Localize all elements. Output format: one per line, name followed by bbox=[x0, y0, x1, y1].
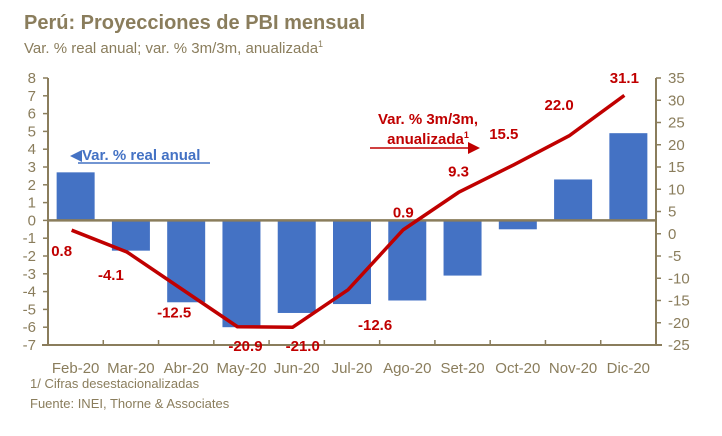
line-data-label: 31.1 bbox=[610, 70, 639, 87]
line-series-3m3m bbox=[70, 93, 626, 329]
right-tick-label: -5 bbox=[668, 248, 681, 265]
right-tick-label: 5 bbox=[668, 204, 676, 221]
x-tick-label: Dic-20 bbox=[607, 360, 650, 377]
bar-ago-20 bbox=[388, 220, 427, 301]
left-tick-label: -6 bbox=[23, 319, 36, 336]
right-tick-label: 35 bbox=[668, 70, 685, 87]
left-tick-label: 4 bbox=[28, 141, 36, 158]
footnote: 1/ Cifras desestacionalizadas bbox=[30, 376, 200, 391]
x-tick-label: Ago-20 bbox=[383, 360, 431, 377]
x-tick-label: Oct-20 bbox=[495, 360, 540, 377]
source-note: Fuente: INEI, Thorne & Associates bbox=[30, 396, 230, 411]
left-tick-label: 3 bbox=[28, 159, 36, 176]
left-tick-label: -2 bbox=[23, 248, 36, 265]
line-data-label: -12.6 bbox=[358, 317, 392, 334]
bar-nov-20 bbox=[554, 179, 593, 221]
line-data-label: -4.1 bbox=[98, 267, 124, 284]
left-tick-label: 7 bbox=[28, 88, 36, 105]
line-data-label: 0.9 bbox=[393, 205, 414, 222]
arrow-left-icon bbox=[70, 150, 82, 162]
bar-may-20 bbox=[222, 220, 261, 328]
bar-set-20 bbox=[443, 220, 482, 276]
chart-title: Perú: Proyecciones de PBI mensual bbox=[24, 12, 366, 34]
line-data-label: 15.5 bbox=[489, 126, 518, 143]
annotation-real-anual: Var. % real anual bbox=[82, 147, 200, 164]
bar-jul-20 bbox=[333, 220, 371, 305]
x-tick-label: Jul-20 bbox=[332, 360, 373, 377]
x-tick-label: May-20 bbox=[216, 360, 266, 377]
annotation-sup: 1 bbox=[464, 130, 469, 140]
line-data-label: -20.9 bbox=[228, 338, 262, 355]
line-data-label: -12.5 bbox=[157, 304, 191, 321]
left-tick-label: 2 bbox=[28, 177, 36, 194]
line-data-label: -21.0 bbox=[286, 338, 320, 355]
bar-feb-20 bbox=[56, 172, 95, 221]
left-tick-label: -4 bbox=[23, 284, 36, 301]
left-tick-label: -1 bbox=[23, 230, 36, 247]
left-tick-label: 1 bbox=[28, 195, 36, 212]
annotation-3m3m-line2: anualizada1 bbox=[387, 130, 469, 148]
bar-oct-20 bbox=[498, 220, 537, 230]
arrow-right-icon bbox=[468, 142, 480, 154]
left-tick-label: -7 bbox=[23, 337, 36, 354]
bar-abr-20 bbox=[167, 220, 206, 303]
right-tick-label: -15 bbox=[668, 293, 690, 310]
left-tick-label: -3 bbox=[23, 266, 36, 283]
bar-mar-20 bbox=[111, 220, 150, 251]
x-tick-label: Abr-20 bbox=[164, 360, 209, 377]
left-tick-label: 8 bbox=[28, 70, 36, 87]
right-tick-label: -10 bbox=[668, 270, 690, 287]
left-tick-label: 5 bbox=[28, 123, 36, 140]
line-data-label: 0.8 bbox=[51, 243, 72, 260]
x-tick-label: Nov-20 bbox=[549, 360, 597, 377]
chart-subtitle: Var. % real anual; var. % 3m/3m, anualiz… bbox=[24, 39, 324, 57]
right-tick-label: 20 bbox=[668, 137, 685, 154]
x-tick-label: Feb-20 bbox=[52, 360, 100, 377]
right-tick-label: 25 bbox=[668, 115, 685, 132]
line-data-label: 9.3 bbox=[448, 163, 469, 180]
right-tick-label: 10 bbox=[668, 181, 685, 198]
line-data-label: 22.0 bbox=[544, 97, 573, 114]
left-tick-label: 6 bbox=[28, 106, 36, 123]
left-tick-label: 0 bbox=[28, 212, 36, 229]
right-tick-label: -20 bbox=[668, 315, 690, 332]
right-tick-label: 0 bbox=[668, 226, 676, 243]
x-tick-label: Set-20 bbox=[440, 360, 484, 377]
right-tick-label: 15 bbox=[668, 159, 685, 176]
x-tick-label: Jun-20 bbox=[274, 360, 320, 377]
right-tick-label: 30 bbox=[668, 92, 685, 109]
x-tick-label: Mar-20 bbox=[107, 360, 155, 377]
bar-dic-20 bbox=[609, 133, 648, 221]
bar-jun-20 bbox=[277, 220, 316, 313]
left-tick-label: -5 bbox=[23, 301, 36, 318]
right-tick-label: -25 bbox=[668, 337, 690, 354]
annotation-3m3m-line1: Var. % 3m/3m, bbox=[378, 111, 478, 128]
